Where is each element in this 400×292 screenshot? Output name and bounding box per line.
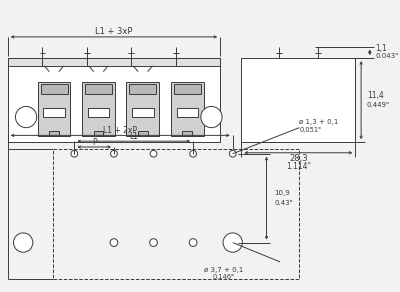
Circle shape [223,233,242,252]
Bar [174,84,201,94]
Bar [85,84,112,94]
Bar [182,131,192,136]
Circle shape [189,239,197,246]
Text: 0.043": 0.043" [376,53,399,59]
Bar [88,108,109,117]
Bar [40,84,68,94]
Bar [53,149,299,279]
Circle shape [110,239,118,246]
Text: 0.051": 0.051" [299,127,321,133]
Circle shape [71,150,78,157]
Bar [82,82,115,136]
Text: P: P [92,138,96,147]
Circle shape [190,150,196,157]
Bar [94,131,103,136]
Bar [129,84,156,94]
Bar [132,108,154,117]
Text: 0.43": 0.43" [274,200,293,206]
Bar [171,82,204,136]
Circle shape [16,106,37,128]
Text: L1 + 3xP: L1 + 3xP [95,27,133,36]
Bar [44,108,65,117]
Circle shape [14,233,33,252]
Text: 0.449": 0.449" [367,102,390,108]
Text: 1.114": 1.114" [286,162,311,171]
Text: 0.146": 0.146" [213,274,235,280]
Circle shape [229,150,236,157]
Bar [8,58,220,66]
Text: ø 3,7 + 0,1: ø 3,7 + 0,1 [204,267,244,273]
Text: L1: L1 [129,132,138,141]
Text: 28,3: 28,3 [289,154,308,163]
Bar [177,108,198,117]
Circle shape [201,106,222,128]
Circle shape [150,150,157,157]
Circle shape [150,239,157,246]
Text: 10,9: 10,9 [274,190,290,196]
Circle shape [110,150,117,157]
Bar [241,58,355,142]
Text: 11,4: 11,4 [367,91,384,100]
Bar [38,82,70,136]
Text: L1 + 2xP: L1 + 2xP [103,126,137,135]
Bar [138,131,148,136]
Bar [49,131,59,136]
Bar [126,82,159,136]
Text: ø 1,3 + 0,1: ø 1,3 + 0,1 [299,119,339,125]
Text: 1,1: 1,1 [376,44,388,53]
Bar [8,58,220,142]
